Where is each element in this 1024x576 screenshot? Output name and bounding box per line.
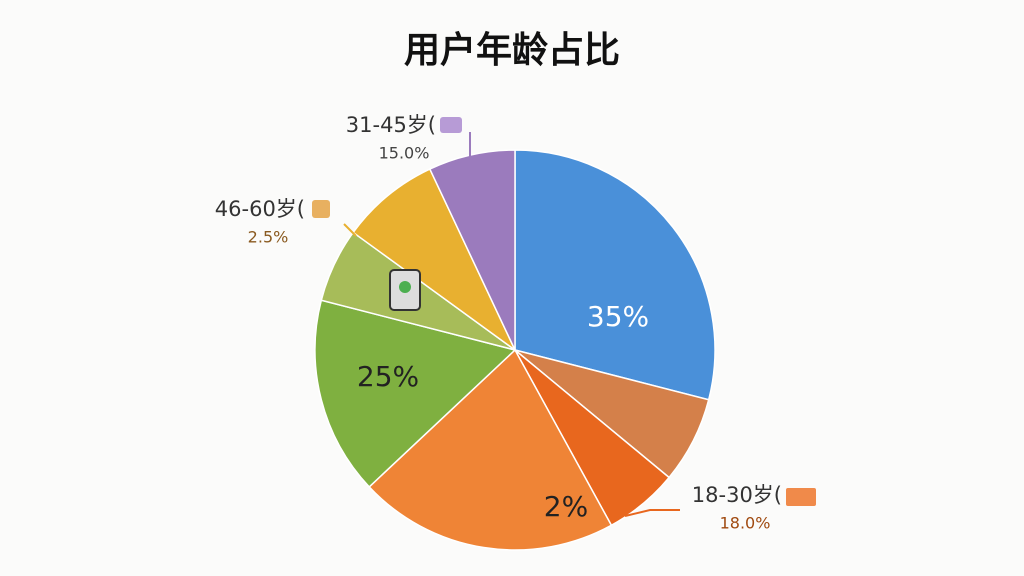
pie-slice — [428, 149, 516, 351]
icon — [440, 117, 462, 133]
slice-label: 2% — [544, 490, 588, 523]
annotation-label: 31-45岁( — [346, 113, 436, 137]
pie-slice — [368, 348, 613, 551]
icon — [399, 281, 411, 293]
pie-slice — [352, 168, 516, 351]
leader-line — [624, 509, 680, 517]
pie — [314, 149, 716, 551]
annotation-label: 18-30岁( — [692, 483, 782, 507]
annotation-value: 15.0% — [379, 144, 430, 163]
annotation-label: 46-60岁( — [215, 197, 305, 221]
slice-label: 25% — [357, 360, 419, 393]
chart-title: 用户年龄占比 — [404, 30, 620, 71]
annotation-value: 2.5% — [248, 228, 289, 247]
pie-slice — [514, 149, 716, 401]
icon — [786, 488, 816, 506]
pie-slice — [314, 299, 517, 488]
icon — [312, 200, 330, 218]
annotation-value: 18.0% — [720, 514, 771, 533]
leader-line — [343, 223, 357, 237]
slice-label: 35% — [587, 300, 649, 333]
